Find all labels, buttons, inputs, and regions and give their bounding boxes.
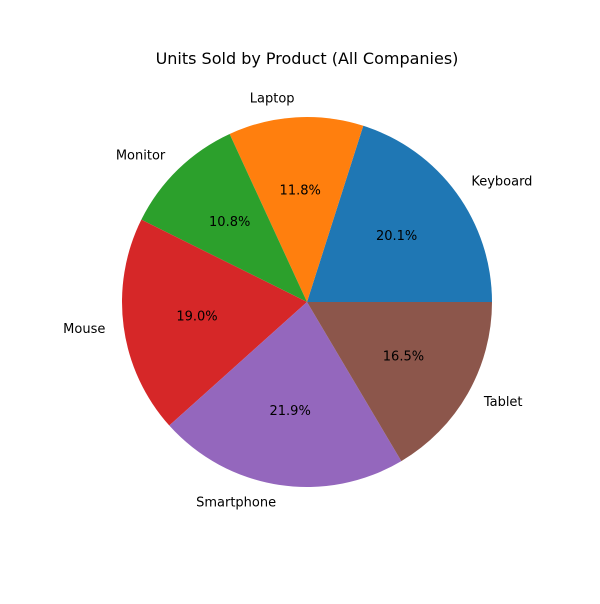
pct-label-keyboard: 20.1% bbox=[376, 229, 417, 244]
category-label-tablet: Tablet bbox=[483, 395, 523, 410]
category-label-smartphone: Smartphone bbox=[196, 496, 276, 511]
category-label-monitor: Monitor bbox=[116, 148, 166, 163]
category-label-mouse: Mouse bbox=[63, 322, 105, 337]
category-label-laptop: Laptop bbox=[250, 91, 295, 106]
pct-label-tablet: 16.5% bbox=[383, 349, 424, 364]
pct-label-mouse: 19.0% bbox=[176, 309, 217, 324]
pie-slices bbox=[122, 117, 492, 487]
pct-label-laptop: 11.8% bbox=[280, 184, 321, 199]
pct-label-smartphone: 21.9% bbox=[270, 404, 311, 419]
category-label-keyboard: Keyboard bbox=[471, 174, 532, 189]
chart-title: Units Sold by Product (All Companies) bbox=[156, 49, 459, 68]
pct-label-monitor: 10.8% bbox=[209, 215, 250, 230]
